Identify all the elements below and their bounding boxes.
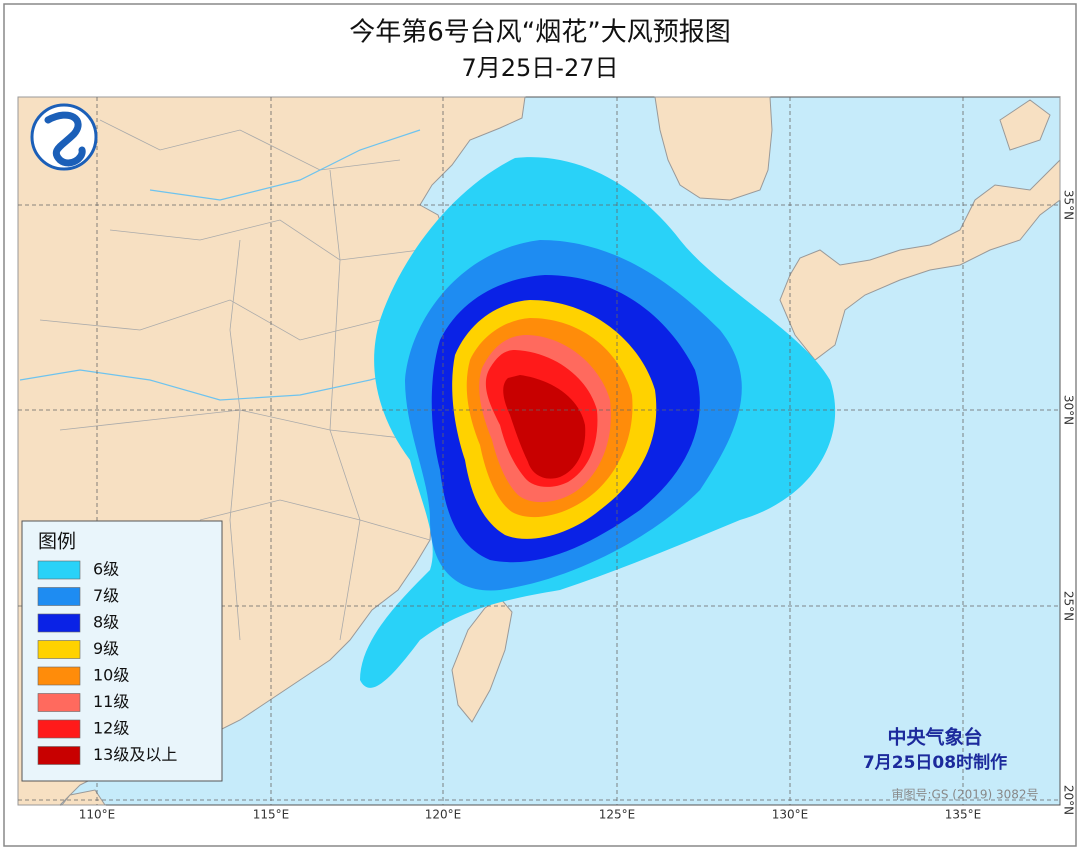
approval-number: 审图号:GS (2019) 3082号 (891, 787, 1038, 802)
latitude-label: 25°N (1062, 591, 1076, 621)
contour-13 (503, 375, 586, 479)
provincial-borders (39, 119, 431, 641)
legend-swatch (37, 560, 81, 580)
hainan (60, 789, 106, 806)
longitude-label: 120°E (425, 808, 462, 822)
title: 今年第6号台风“烟花”大风预报图 (349, 18, 730, 48)
longitude-label: 115°E (253, 808, 290, 822)
legend-swatch (37, 746, 81, 765)
legend-label: 8级 (93, 613, 119, 632)
longitude-label: 125°E (599, 808, 636, 822)
subtitle: 7月25日-27日 (461, 54, 618, 82)
legend-title: 图例 (38, 531, 76, 553)
legend-label: 7级 (93, 586, 119, 605)
legend: 图例 6级 7级 8级 9级 10级 11级 12级 13级及以上 (21, 520, 223, 782)
korea (654, 96, 773, 201)
legend-swatch (37, 693, 81, 712)
agency-note: 7月25日08时制作 (863, 752, 1007, 773)
legend-swatch (37, 666, 81, 686)
longitude-label: 135°E (945, 808, 982, 822)
logo (30, 103, 98, 171)
wind-contours (360, 157, 836, 688)
longitude-label: 130°E (772, 808, 809, 822)
legend-label: 11级 (93, 692, 129, 711)
japan (779, 97, 1061, 361)
taiwan (451, 597, 513, 723)
legend-swatch (37, 587, 81, 606)
legend-label: 12级 (93, 719, 129, 738)
legend-label: 9级 (93, 639, 119, 658)
latitude-label: 20°N (1062, 785, 1076, 815)
legend-swatch (37, 640, 81, 659)
legend-swatch (37, 719, 81, 739)
latitude-label: 30°N (1062, 395, 1076, 425)
legend-label: 10级 (93, 666, 129, 685)
legend-swatch (37, 613, 81, 633)
agency-name: 中央气象台 (887, 726, 982, 749)
logo-mark (44, 111, 86, 167)
longitude-label: 110°E (79, 808, 116, 822)
legend-label: 13级及以上 (93, 745, 177, 764)
latitude-label: 35°N (1062, 190, 1076, 220)
legend-label: 6级 (93, 560, 119, 579)
